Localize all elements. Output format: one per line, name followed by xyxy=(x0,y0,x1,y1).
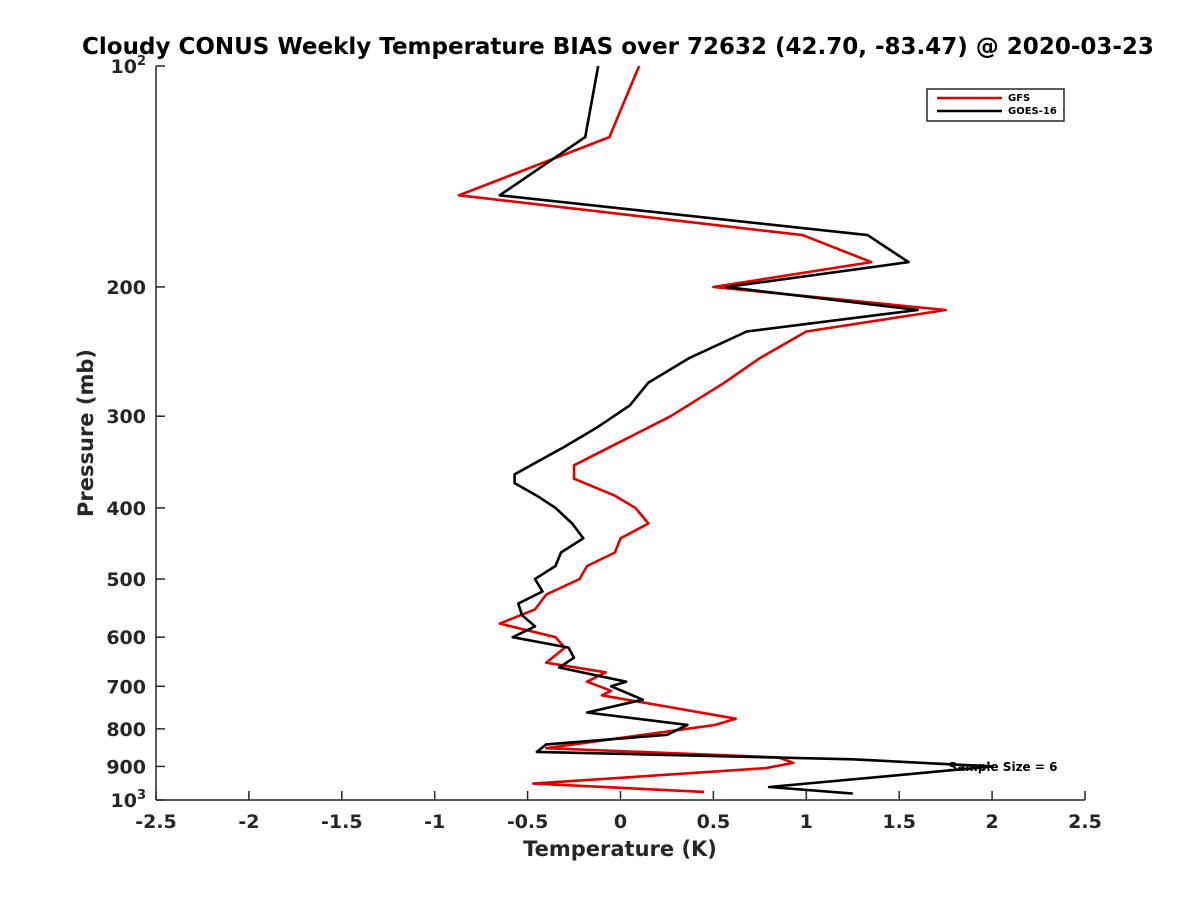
y-tick-label: 500 xyxy=(106,569,146,591)
plot-area: -2.5 -2 -1.5 -1 -0.5 0 0.5 1 1.5 2 2.5 102 200 300 40… xyxy=(106,54,1102,833)
y-tick-label: 800 xyxy=(106,719,146,741)
y-tick-label: 900 xyxy=(106,756,146,778)
series-line-goes16 xyxy=(498,65,994,795)
legend-label-goes16: GOES-16 xyxy=(1008,106,1057,117)
x-tick-label: 0 xyxy=(614,811,627,833)
y-ticks: 102 200 300 400 500 600 700 800 900 103 xyxy=(106,54,165,812)
x-axis-label: Temperature (K) xyxy=(523,837,717,861)
x-tick-label: -1.5 xyxy=(321,811,363,833)
y-tick-label: 400 xyxy=(106,498,146,520)
chart-title: Cloudy CONUS Weekly Temperature BIAS ove… xyxy=(82,34,1154,60)
y-tick-label: 102 xyxy=(111,54,147,78)
y-tick-label: 300 xyxy=(106,406,146,428)
y-axis-label: Pressure (mb) xyxy=(74,349,98,517)
series-layer xyxy=(457,65,994,795)
x-tick-label: 2.5 xyxy=(1068,811,1102,833)
legend-label-gfs: GFS xyxy=(1008,93,1030,104)
legend: GFS GOES-16 xyxy=(926,88,1065,122)
y-tick-label: 200 xyxy=(106,277,146,299)
x-tick-label: 1.5 xyxy=(882,811,916,833)
x-tick-label: -2 xyxy=(238,811,259,833)
x-tick-label: 0.5 xyxy=(697,811,731,833)
sample-size-annotation: Sample Size = 6 xyxy=(949,760,1058,774)
x-tick-label: 1 xyxy=(800,811,813,833)
y-tick-label: 600 xyxy=(106,627,146,649)
x-tick-label: -2.5 xyxy=(135,811,177,833)
x-tick-label: -1 xyxy=(424,811,445,833)
y-tick-label: 700 xyxy=(106,676,146,698)
x-tick-label: 2 xyxy=(985,811,998,833)
series-line-gfs xyxy=(457,65,947,794)
x-tick-label: -0.5 xyxy=(507,811,549,833)
y-tick-label: 103 xyxy=(111,788,147,812)
x-ticks: -2.5 -2 -1.5 -1 -0.5 0 0.5 1 1.5 2 2.5 xyxy=(135,791,1102,833)
legend-box xyxy=(926,88,1065,122)
